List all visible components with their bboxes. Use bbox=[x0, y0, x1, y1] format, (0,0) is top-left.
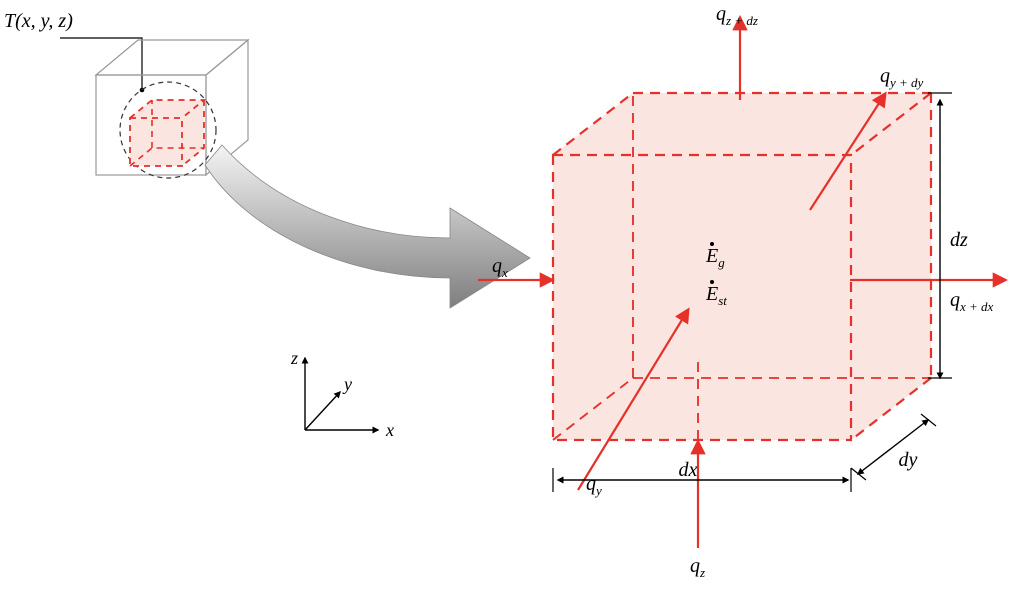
axis-y-label: y bbox=[342, 374, 352, 394]
dy-label: dy bbox=[899, 449, 918, 471]
big-cube-front-fill bbox=[553, 155, 851, 440]
axis-z-label: z bbox=[290, 348, 298, 368]
qy-label: qy bbox=[586, 473, 602, 498]
axis-y bbox=[305, 392, 340, 430]
zoom-arrow bbox=[205, 145, 530, 308]
qydy-label: qy + dy bbox=[880, 65, 924, 90]
qxdx-label: qx + dx bbox=[950, 289, 994, 314]
temperature-label: T(x, y, z) bbox=[4, 10, 73, 32]
dim-dy bbox=[858, 420, 928, 474]
qz-label: qz bbox=[690, 555, 705, 580]
inner-cube-front-fill bbox=[130, 118, 182, 166]
dx-label: dx bbox=[679, 459, 698, 481]
temperature-leader bbox=[60, 38, 142, 90]
qzdz-label: qz + dz bbox=[716, 3, 758, 28]
diagram-canvas: T(x, y, z)xyzqxqx + dxqyqy + dyqzqz + dz… bbox=[0, 0, 1024, 589]
dz-label: dz bbox=[950, 229, 968, 251]
axis-x-label: x bbox=[385, 420, 394, 440]
outer-cube-top bbox=[96, 40, 248, 75]
